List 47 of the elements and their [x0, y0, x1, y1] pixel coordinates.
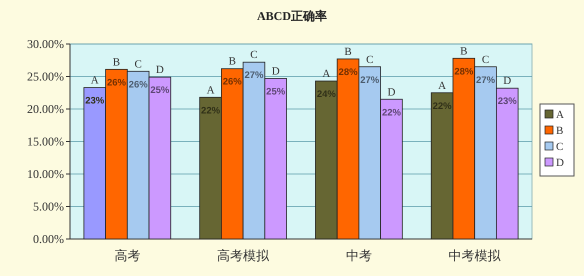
chart-title: ABCD正确率 — [256, 9, 328, 23]
x-tick-label: 高考 — [114, 248, 140, 263]
text: C — [482, 54, 490, 66]
data-label: 25% — [150, 85, 170, 96]
data-label: 27% — [476, 74, 496, 86]
text: B — [344, 46, 352, 58]
data-label: 26% — [106, 77, 127, 88]
x-tick-label: 高考模拟 — [217, 248, 270, 263]
data-label: 22% — [382, 107, 402, 118]
text: C — [134, 58, 142, 70]
text: D — [156, 64, 164, 76]
data-label: 26% — [128, 79, 148, 90]
data-label: 28% — [338, 66, 358, 78]
text: D — [503, 75, 512, 88]
data-label: 23% — [498, 96, 518, 108]
text: B — [228, 56, 236, 68]
text: A — [206, 84, 215, 96]
text: B — [112, 56, 120, 68]
data-label: 27% — [360, 74, 380, 86]
data-label: 27% — [244, 70, 264, 82]
text: A — [322, 68, 330, 80]
y-tick-label: 25.00% — [27, 70, 64, 84]
text: D — [272, 65, 280, 78]
x-tick-label: 中考 — [346, 248, 372, 263]
y-tick-label: 5.00% — [33, 200, 64, 214]
y-tick-label: 10.00% — [27, 167, 64, 182]
data-label: 22% — [201, 105, 221, 116]
data-label: 24% — [316, 89, 336, 100]
data-label: 23% — [85, 96, 105, 107]
legend-label: A — [556, 109, 564, 121]
text: B — [460, 45, 468, 58]
text: C — [366, 54, 374, 66]
x-tick-label: 中考模拟 — [448, 248, 502, 263]
data-label: 26% — [222, 76, 242, 88]
y-tick-label: 15.00% — [27, 134, 64, 149]
data-label: 28% — [454, 66, 474, 78]
y-tick-label: 20.00% — [27, 102, 64, 116]
text: A — [90, 74, 99, 87]
data-label: 25% — [266, 86, 286, 98]
legend-label: C — [556, 141, 564, 153]
y-tick-label: 0.00% — [33, 232, 64, 246]
text: C — [250, 49, 258, 62]
text: D — [387, 86, 396, 98]
y-tick-label: 30.00% — [27, 37, 64, 52]
legend-label: D — [556, 157, 564, 169]
legend-label: B — [556, 125, 564, 137]
text: A — [438, 80, 446, 92]
